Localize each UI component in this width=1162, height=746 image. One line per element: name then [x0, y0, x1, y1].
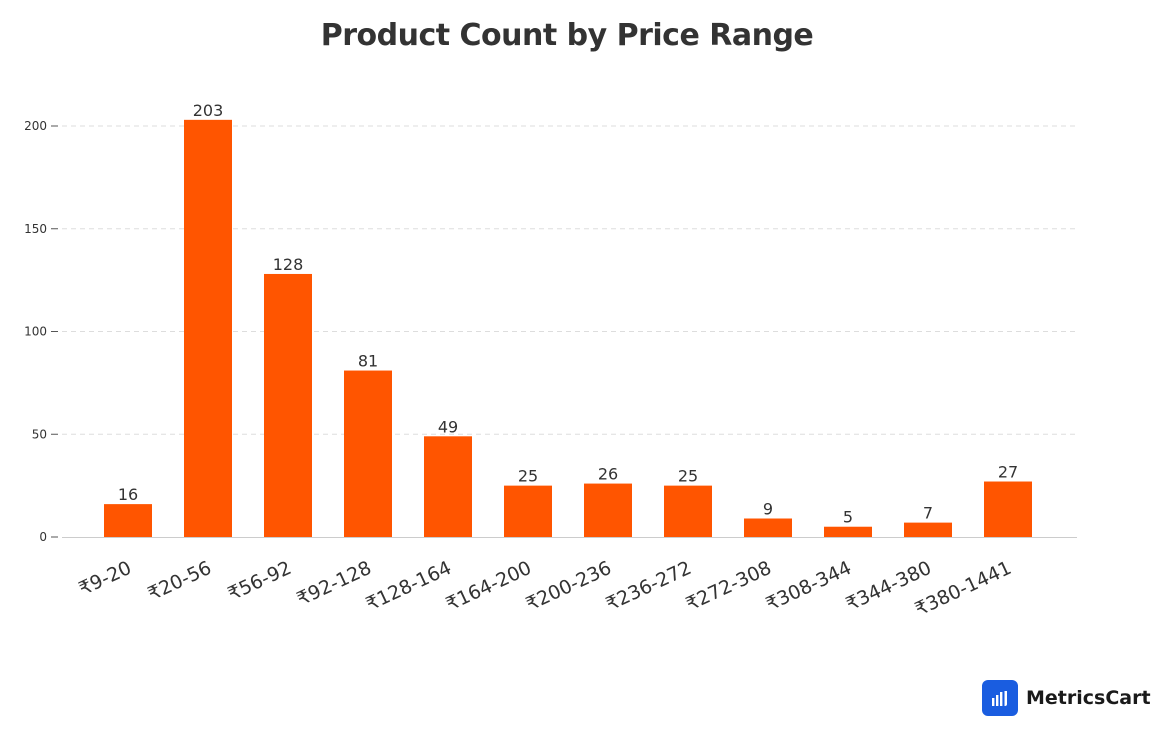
x-tick-label: ₹308-344 — [763, 557, 855, 616]
data-label: 26 — [598, 465, 618, 484]
bar — [264, 273, 312, 537]
data-label: 27 — [998, 463, 1018, 482]
data-label: 25 — [518, 467, 538, 486]
data-label: 203 — [193, 101, 224, 120]
bar — [184, 119, 232, 538]
data-label: 81 — [358, 352, 378, 371]
bars — [104, 119, 1032, 538]
brand-watermark: MetricsCart — [982, 680, 1151, 716]
bar — [504, 485, 552, 537]
brand-name: MetricsCart — [1026, 687, 1151, 709]
data-label: 128 — [273, 255, 304, 274]
y-tick-label: 100 — [24, 325, 47, 339]
bar — [344, 370, 392, 537]
y-tick-label: 150 — [24, 222, 47, 236]
bar — [424, 436, 472, 537]
data-label: 16 — [118, 485, 138, 504]
y-axis-ticks: 0 50 100 150 200 — [24, 119, 58, 544]
x-tick-label: ₹92-128 — [294, 557, 375, 610]
data-label: 25 — [678, 467, 698, 486]
bar — [104, 504, 152, 537]
bar — [584, 483, 632, 537]
x-tick-label: ₹200-236 — [523, 557, 615, 616]
data-label: 5 — [843, 508, 853, 527]
bar — [904, 522, 952, 537]
gridlines — [62, 125, 1077, 435]
chart-title: Product Count by Price Range — [320, 18, 814, 53]
x-tick-label: ₹272-308 — [683, 557, 775, 616]
bar — [744, 518, 792, 537]
data-label: 49 — [438, 417, 458, 436]
x-tick-label: ₹164-200 — [443, 557, 535, 616]
y-tick-label: 50 — [32, 427, 47, 441]
bar-chart-icon — [982, 680, 1018, 716]
x-tick-label: ₹236-272 — [603, 557, 695, 616]
x-tick-label: ₹9-20 — [76, 557, 135, 600]
data-label: 7 — [923, 504, 933, 523]
y-tick-label: 200 — [24, 119, 47, 133]
data-label: 9 — [763, 500, 773, 519]
bar — [664, 485, 712, 537]
x-tick-label: ₹20-56 — [145, 557, 215, 605]
x-axis-labels: ₹9-20 ₹20-56 ₹56-92₹92-128₹128-164₹164-200… — [76, 557, 1015, 621]
data-labels: 16 203 128 81 49 25 26 25 9 5 7 27 — [118, 101, 1018, 527]
x-tick-label: ₹56-92 — [225, 557, 295, 605]
bar — [824, 526, 872, 537]
x-tick-label: ₹128-164 — [363, 557, 455, 616]
y-tick-label: 0 — [39, 530, 47, 544]
bar — [984, 481, 1032, 537]
